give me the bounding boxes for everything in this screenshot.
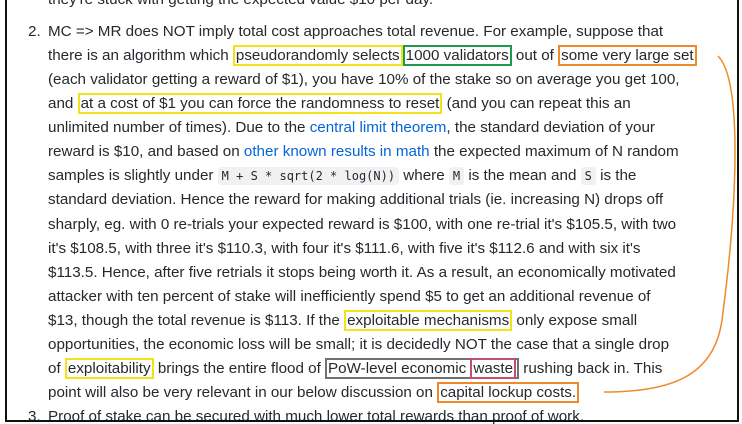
text-segment: it's $108.5, with three it's $110.3, wit… xyxy=(48,239,641,257)
connector-line xyxy=(603,55,736,393)
text-segment: only expose small xyxy=(512,311,638,329)
text-line: attacker with ten percent of stake will … xyxy=(48,285,651,309)
highlight-box: 1000 validators xyxy=(402,45,512,67)
text-line: point will also be very relevant in our … xyxy=(48,381,580,405)
text-line: opportunities, the economic loss will be… xyxy=(48,333,669,357)
text-segment: PoW-level economic xyxy=(328,359,471,377)
highlight-box: some very large set xyxy=(558,45,697,67)
text-line: there is an algorithm which pseudorandom… xyxy=(48,44,697,68)
text-line: sharply, eg. with 0 re-trials your expec… xyxy=(48,213,676,237)
highlight-box: at a cost of $1 you can force the random… xyxy=(77,93,443,115)
text-segment: unlimited number of times). Due to the xyxy=(48,119,310,137)
text-segment: where xyxy=(399,167,449,185)
text-segment: attacker with ten percent of stake will … xyxy=(48,287,651,305)
text-line: $113.5. Hence, after five retrials it st… xyxy=(48,261,676,285)
text-line: and at a cost of $1 you can force the ra… xyxy=(48,92,631,116)
text-segment: reward is $10, and based on xyxy=(48,143,244,161)
highlight-box: waste xyxy=(470,357,517,379)
text-line: it's $108.5, with three it's $110.3, wit… xyxy=(48,237,640,261)
text-segment: , the standard deviation of your xyxy=(446,119,655,137)
text-line: reward is $10, and based on other known … xyxy=(48,140,679,164)
highlight-box: capital lockup costs. xyxy=(437,382,580,404)
cut-text: they're stuck with getting the expected … xyxy=(48,0,433,12)
highlight-box: PoW-level economic waste xyxy=(325,357,520,379)
text-line: $13, though the total revenue is $113. I… xyxy=(48,309,637,333)
text-line: MC => MR does NOT imply total cost appro… xyxy=(48,20,663,44)
text-segment: samples is slightly under xyxy=(48,167,218,185)
link[interactable]: central limit theorem xyxy=(309,119,447,137)
text-segment: opportunities, the economic loss will be… xyxy=(48,335,670,353)
text-segment: of xyxy=(48,359,65,377)
text-segment: is the xyxy=(595,167,637,185)
text-segment: is the mean and xyxy=(464,167,581,185)
list-number: 2. xyxy=(28,23,41,40)
text-segment: sharply, eg. with 0 re-trials your expec… xyxy=(48,215,677,233)
text-line: (each validator getting a reward of $1),… xyxy=(48,68,680,92)
highlight-box: exploitable mechanisms xyxy=(344,309,513,331)
text-line: unlimited number of times). Due to the c… xyxy=(48,116,655,140)
text-line: standard deviation. Hence the reward for… xyxy=(48,188,663,212)
inline-code: M + S * sqrt(2 * log(N)) xyxy=(217,167,400,186)
text-segment: rushing back in. This xyxy=(519,359,663,377)
text-line: samples is slightly under M + S * sqrt(2… xyxy=(48,164,636,188)
text-segment: MC => MR does NOT imply total cost appro… xyxy=(48,23,664,40)
highlight-box: exploitability xyxy=(64,357,154,379)
text-segment: point will also be very relevant in our … xyxy=(48,384,438,402)
text-segment: brings the entire flood of xyxy=(153,359,326,377)
link[interactable]: other known results in math xyxy=(243,143,430,161)
text-segment: and xyxy=(48,95,78,113)
text-segment: the expected maximum of N random xyxy=(429,143,679,161)
inline-code: M xyxy=(448,167,465,186)
text-segment: (each validator getting a reward of $1),… xyxy=(48,71,680,89)
text-segment: standard deviation. Hence the reward for… xyxy=(48,191,664,209)
text-segment: $113.5. Hence, after five retrials it st… xyxy=(48,263,676,281)
text-segment: out of xyxy=(511,47,559,65)
text-segment: $13, though the total revenue is $113. I… xyxy=(48,311,345,329)
inline-code: S xyxy=(580,167,596,186)
highlight-box: pseudorandomly selects xyxy=(232,45,403,67)
text-segment: (and you can repeat this an xyxy=(442,95,631,113)
text-line: of exploitability brings the entire floo… xyxy=(48,357,662,381)
text-segment: there is an algorithm which xyxy=(48,47,233,65)
